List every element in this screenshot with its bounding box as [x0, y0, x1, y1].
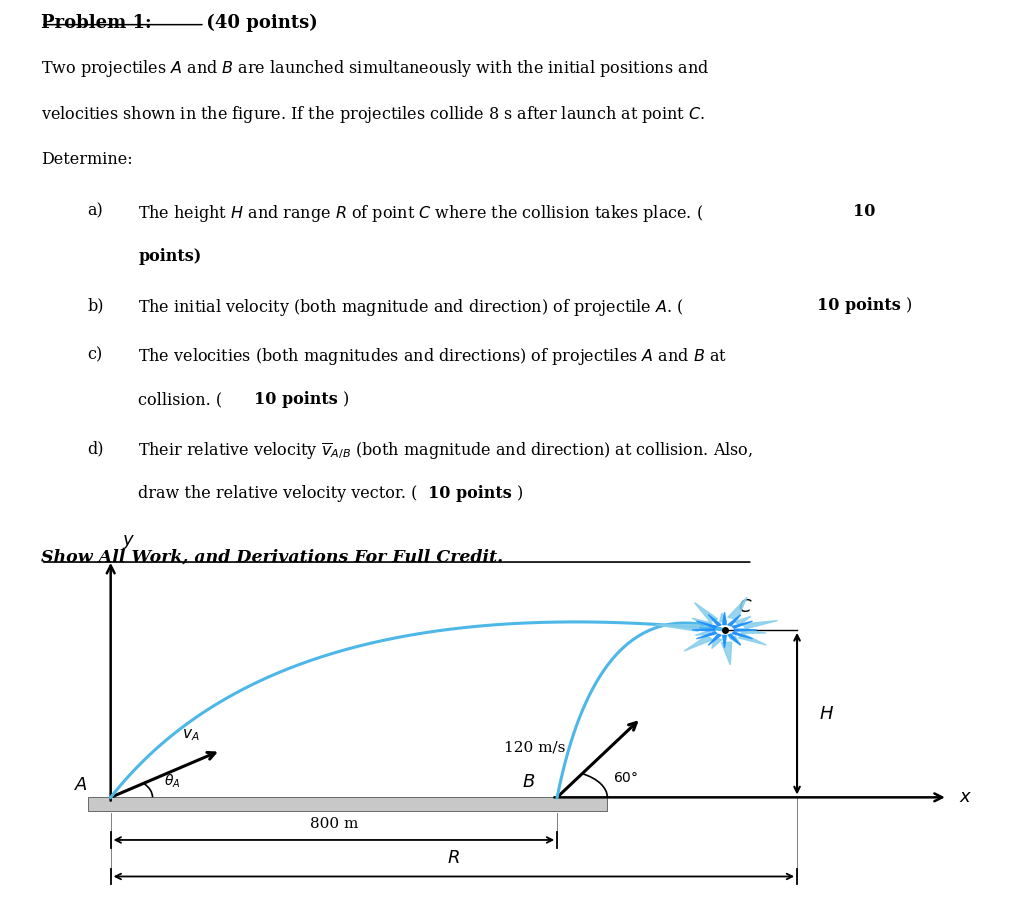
- Text: 10 points: 10 points: [254, 391, 338, 408]
- FancyBboxPatch shape: [88, 797, 607, 811]
- Text: Problem 1:: Problem 1:: [41, 14, 152, 32]
- Polygon shape: [734, 629, 757, 631]
- Polygon shape: [728, 635, 740, 645]
- Polygon shape: [709, 635, 721, 645]
- Text: ): ): [517, 486, 523, 502]
- Polygon shape: [741, 629, 766, 634]
- Polygon shape: [728, 614, 740, 625]
- Text: $A$: $A$: [75, 776, 88, 794]
- Polygon shape: [732, 621, 753, 628]
- Text: velocities shown in the figure. If the projectiles collide 8 s after launch at p: velocities shown in the figure. If the p…: [41, 104, 706, 125]
- Polygon shape: [692, 618, 712, 626]
- Polygon shape: [722, 642, 732, 665]
- Polygon shape: [712, 638, 722, 648]
- Polygon shape: [723, 613, 726, 624]
- Text: 800 m: 800 m: [309, 817, 358, 831]
- Text: $x$: $x$: [958, 788, 972, 806]
- Polygon shape: [720, 614, 727, 622]
- Text: c): c): [87, 346, 102, 363]
- Text: $C$: $C$: [738, 598, 753, 616]
- Text: Two projectiles $A$ and $B$ are launched simultaneously with the initial positio: Two projectiles $A$ and $B$ are launched…: [41, 58, 709, 79]
- Polygon shape: [684, 636, 713, 651]
- Polygon shape: [738, 634, 766, 645]
- Text: draw the relative velocity vector. (: draw the relative velocity vector. (: [138, 486, 418, 502]
- Text: ): ): [343, 391, 349, 408]
- Text: Determine:: Determine:: [41, 151, 132, 168]
- Text: b): b): [87, 297, 103, 314]
- Polygon shape: [695, 631, 711, 635]
- Text: $y$: $y$: [122, 533, 135, 551]
- Text: $60°$: $60°$: [613, 771, 638, 785]
- Text: 10 points: 10 points: [817, 297, 901, 314]
- Text: $B$: $B$: [521, 773, 535, 792]
- Text: 10: 10: [853, 203, 876, 220]
- Text: ): ): [906, 297, 912, 314]
- Text: Show All Work, and Derivations For Full Credit.: Show All Work, and Derivations For Full …: [41, 549, 503, 565]
- Text: $H$: $H$: [819, 705, 835, 723]
- Polygon shape: [734, 616, 751, 624]
- Text: d): d): [87, 440, 103, 457]
- Polygon shape: [709, 614, 721, 625]
- Polygon shape: [732, 632, 753, 639]
- Text: 10 points: 10 points: [428, 486, 512, 502]
- Polygon shape: [729, 636, 740, 645]
- Polygon shape: [655, 624, 699, 631]
- Text: The velocities (both magnitudes and directions) of projectiles $A$ and $B$ at: The velocities (both magnitudes and dire…: [138, 346, 727, 367]
- Polygon shape: [728, 597, 748, 619]
- Text: a): a): [87, 203, 102, 220]
- Polygon shape: [692, 629, 715, 631]
- Polygon shape: [723, 635, 726, 647]
- Polygon shape: [696, 621, 717, 628]
- Text: $R$: $R$: [447, 849, 460, 867]
- Text: 120 m/s: 120 m/s: [504, 740, 565, 755]
- Text: $v_A$: $v_A$: [181, 727, 199, 743]
- Text: points): points): [138, 247, 202, 265]
- Text: (40 points): (40 points): [200, 14, 317, 32]
- Text: The height $H$ and range $R$ of point $C$ where the collision takes place. (: The height $H$ and range $R$ of point $C…: [138, 203, 703, 224]
- Polygon shape: [742, 621, 777, 629]
- Polygon shape: [696, 632, 717, 639]
- Text: The initial velocity (both magnitude and direction) of projectile $A$. (: The initial velocity (both magnitude and…: [138, 297, 684, 318]
- Text: Their relative velocity $\overline{v}_{A/B}$ (both magnitude and direction) at c: Their relative velocity $\overline{v}_{A…: [138, 440, 754, 461]
- Text: $\theta_A$: $\theta_A$: [164, 772, 180, 790]
- Polygon shape: [694, 603, 718, 622]
- Text: collision. (: collision. (: [138, 391, 222, 408]
